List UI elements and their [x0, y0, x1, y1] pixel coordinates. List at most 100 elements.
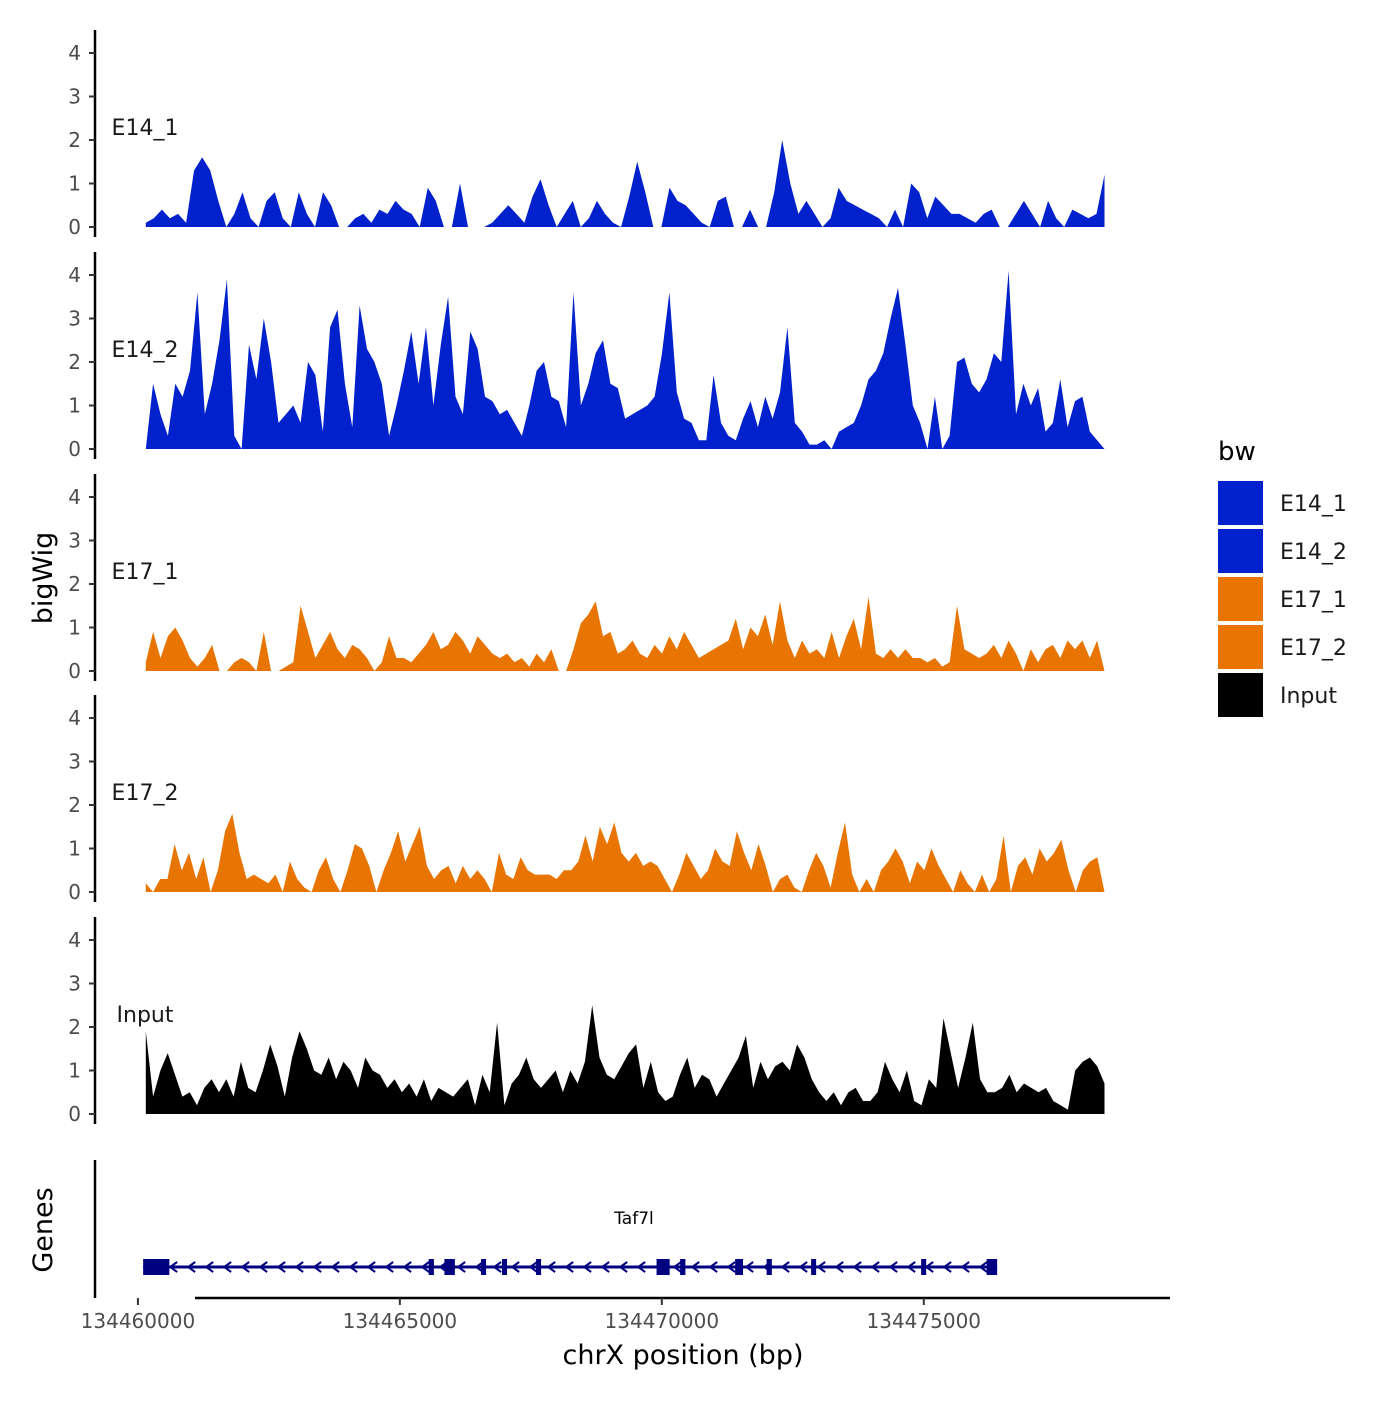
strand-arrow	[168, 1261, 178, 1273]
x-tick-label: 134475000	[867, 1309, 982, 1333]
strand-arrow	[456, 1261, 466, 1273]
strand-arrow	[924, 1261, 934, 1273]
y-tick-label: 3	[68, 750, 81, 774]
legend-title: bw	[1218, 437, 1256, 467]
coverage-area-e17_1	[145, 597, 1105, 671]
track-label: E17_2	[112, 781, 179, 806]
strand-arrow	[510, 1261, 520, 1273]
coverage-area-input	[145, 1005, 1105, 1114]
y-tick-label: 3	[68, 85, 81, 109]
strand-arrow	[834, 1261, 844, 1273]
y-tick-label: 3	[68, 529, 81, 553]
strand-arrow	[726, 1261, 736, 1273]
track-panel-e17_1: 0 1 2 3 4 E17_1	[68, 474, 1105, 683]
gene-exon	[481, 1259, 487, 1275]
strand-arrow	[474, 1261, 484, 1273]
legend-swatch-e14_2	[1218, 529, 1263, 573]
gene-exon	[428, 1259, 434, 1275]
y-tick-label: 1	[68, 1059, 81, 1083]
gene-exon	[502, 1259, 508, 1275]
strand-arrow	[204, 1261, 214, 1273]
track-label: Input	[117, 1003, 174, 1028]
x-tick-label: 134465000	[343, 1309, 458, 1333]
y-tick-label: 3	[68, 972, 81, 996]
strand-arrow	[960, 1261, 970, 1273]
genes-axis-title: Genes	[28, 1187, 59, 1272]
strand-arrow	[276, 1261, 286, 1273]
strand-arrow	[690, 1261, 700, 1273]
y-tick-label: 4	[68, 706, 81, 730]
strand-arrow	[222, 1261, 232, 1273]
strand-arrow	[420, 1261, 430, 1273]
track-panels: 0 1 2 3 4 E14_1 0 1 2 3 4 E14_2 0 1 2 3 4 E17_1 0 1 2 3 4 E17_2…	[68, 30, 1105, 1126]
gene-exon	[656, 1259, 670, 1275]
strand-arrow	[258, 1261, 268, 1273]
y-tick-label: 3	[68, 307, 81, 331]
strand-arrow	[906, 1261, 916, 1273]
strand-arrow	[186, 1261, 196, 1273]
y-axis-title: bigWig	[28, 532, 59, 625]
strand-arrow	[546, 1261, 556, 1273]
track-panel-e17_2: 0 1 2 3 4 E17_2	[68, 695, 1105, 904]
strand-arrow	[492, 1261, 502, 1273]
y-tick-label: 0	[68, 215, 81, 239]
strand-arrow	[636, 1261, 646, 1273]
x-tick-label: 134470000	[605, 1309, 720, 1333]
strand-arrow	[384, 1261, 394, 1273]
y-tick-label: 0	[68, 437, 81, 461]
strand-arrow	[402, 1261, 412, 1273]
y-tick-label: 4	[68, 41, 81, 65]
coverage-area-e14_1	[145, 140, 1105, 227]
legend-swatch-input	[1218, 673, 1263, 717]
strand-arrow	[780, 1261, 790, 1273]
track-label: E14_2	[112, 338, 179, 363]
legend-swatch-e17_1	[1218, 577, 1263, 621]
strand-arrow	[528, 1261, 538, 1273]
y-tick-label: 2	[68, 793, 81, 817]
coverage-area-e17_2	[145, 813, 1105, 892]
strand-arrow	[672, 1261, 682, 1273]
y-tick-label: 4	[68, 485, 81, 509]
y-tick-label: 1	[68, 394, 81, 418]
gene-exon	[766, 1259, 772, 1275]
y-tick-label: 2	[68, 1015, 81, 1039]
strand-arrow	[708, 1261, 718, 1273]
gene-exon	[921, 1259, 927, 1275]
coverage-area-e14_2	[145, 270, 1105, 449]
legend-label: Input	[1280, 684, 1337, 709]
strand-arrow	[366, 1261, 376, 1273]
legend-swatch-e17_2	[1218, 625, 1263, 669]
y-tick-label: 4	[68, 928, 81, 952]
gene-exon	[986, 1259, 998, 1275]
genes-panel: Taf7l	[93, 1160, 998, 1298]
strand-arrow	[870, 1261, 880, 1273]
y-tick-label: 1	[68, 837, 81, 861]
x-axis-title: chrX position (bp)	[562, 1340, 803, 1371]
y-tick-label: 1	[68, 172, 81, 196]
x-axis: 134460000 134465000 134470000 134475000	[81, 1296, 1170, 1333]
legend-label: E17_2	[1280, 636, 1347, 661]
track-panel-input: 0 1 2 3 4 Input	[68, 917, 1105, 1126]
legend-label: E14_1	[1280, 492, 1347, 517]
strand-arrow	[312, 1261, 322, 1273]
strand-arrow	[240, 1261, 250, 1273]
strand-arrow	[564, 1261, 574, 1273]
strand-arrow	[852, 1261, 862, 1273]
y-tick-label: 4	[68, 263, 81, 287]
legend-label: E14_2	[1280, 540, 1347, 565]
strand-arrow	[978, 1261, 988, 1273]
strand-arrow	[798, 1261, 808, 1273]
track-label: E17_1	[112, 560, 179, 585]
y-tick-label: 0	[68, 880, 81, 904]
y-tick-label: 0	[68, 1102, 81, 1126]
y-tick-label: 2	[68, 128, 81, 152]
strand-arrow	[942, 1261, 952, 1273]
legend-swatch-e14_1	[1218, 481, 1263, 525]
strand-arrow	[294, 1261, 304, 1273]
legend: bw E14_1 E14_2 E17_1 E17_2 Input	[1218, 437, 1347, 717]
gene-label: Taf7l	[613, 1209, 654, 1229]
y-tick-label: 1	[68, 616, 81, 640]
gene-exon	[143, 1259, 170, 1275]
